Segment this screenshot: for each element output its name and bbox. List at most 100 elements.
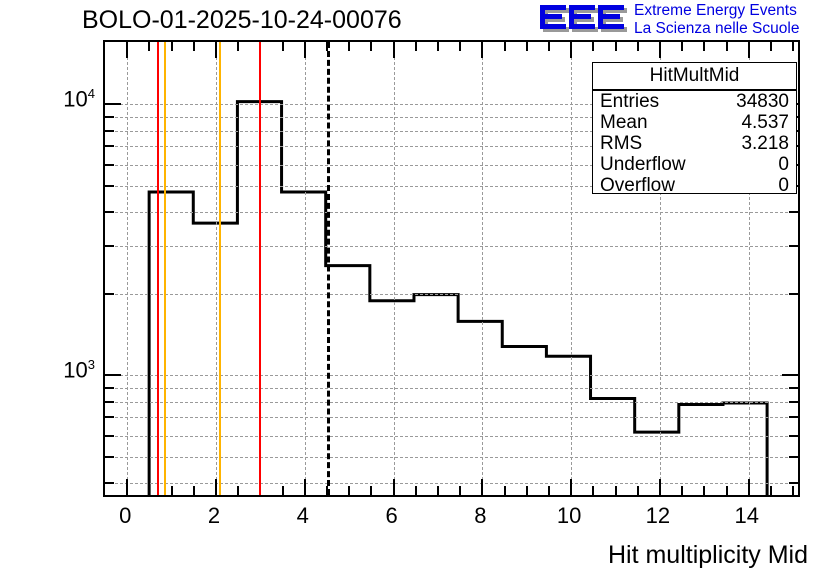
y-axis-tick: [789, 386, 798, 389]
y-axis-tick: [789, 211, 798, 214]
x-axis-tick: [792, 486, 795, 495]
x-axis-tick: [214, 479, 217, 495]
y-axis-tick: [105, 374, 121, 377]
x-gridline: [571, 42, 573, 495]
eee-logo: Extreme Energy Events La Scienza nelle S…: [538, 2, 836, 40]
x-axis-label: 8: [474, 503, 487, 528]
x-axis-tick: [503, 486, 506, 495]
x-axis-tick: [126, 42, 129, 58]
stats-key: Entries: [600, 91, 660, 112]
x-axis-tick: [370, 42, 373, 51]
y-axis-tick: [105, 211, 114, 214]
x-axis-tick: [148, 42, 151, 51]
stats-key: Overflow: [600, 175, 675, 196]
x-axis-label: 10: [556, 503, 582, 528]
x-axis-tick: [481, 479, 484, 495]
stats-value: 0: [778, 175, 789, 196]
x-axis-tick: [414, 486, 417, 495]
histogram-curve: [105, 42, 798, 495]
x-axis-tick: [570, 42, 573, 58]
stats-value: 0: [778, 154, 789, 175]
stats-row: Overflow 0: [593, 175, 796, 196]
y-axis-tick: [105, 400, 114, 403]
x-axis-title: Hit multiplicity Mid: [607, 541, 808, 569]
y-gridline: [105, 164, 798, 166]
y-gridline: [105, 401, 798, 403]
y-gridline: [105, 116, 798, 118]
y-axis-tick: [105, 482, 114, 485]
x-axis-tick: [481, 42, 484, 58]
x-axis-tick: [636, 42, 639, 51]
stats-key: Mean: [600, 112, 648, 133]
y-axis-tick: [105, 185, 114, 188]
marker-line-orange-mid: [218, 42, 221, 495]
y-axis-tick: [105, 292, 114, 295]
y-gridline: [105, 417, 798, 419]
x-axis-tick: [436, 486, 439, 495]
x-axis-tick: [703, 42, 706, 51]
x-axis-tick: [658, 42, 661, 58]
x-axis-tick: [192, 486, 195, 495]
x-axis-tick: [214, 42, 217, 58]
x-axis-tick: [148, 486, 151, 495]
x-axis-label: 2: [207, 503, 221, 528]
y-axis-tick: [105, 245, 114, 248]
y-axis-tick: [105, 456, 114, 459]
y-axis-tick: [105, 416, 114, 419]
x-axis-label: 12: [645, 503, 671, 528]
y-axis-label: 103: [63, 357, 95, 383]
x-axis-tick: [547, 42, 550, 51]
plot-area[interactable]: [105, 42, 798, 495]
x-axis-tick: [237, 486, 240, 495]
y-gridline: [105, 186, 798, 188]
page-title: BOLO-01-2025-10-24-00076: [82, 6, 402, 34]
stats-row: Mean 4.537: [593, 112, 796, 133]
stats-box: HitMultMid Entries 34830 Mean 4.537 RMS 3.218…: [592, 62, 797, 196]
y-axis-tick: [782, 374, 798, 377]
x-axis-tick: [747, 479, 750, 495]
stats-value: 3.218: [741, 133, 789, 154]
x-axis-tick: [592, 42, 595, 51]
y-axis-tick: [789, 456, 798, 459]
x-axis-tick: [681, 486, 684, 495]
x-axis-tick: [392, 479, 395, 495]
x-axis-tick: [614, 42, 617, 51]
x-axis-tick: [614, 486, 617, 495]
stats-row: Underflow 0: [593, 154, 796, 175]
x-axis-tick: [192, 42, 195, 51]
x-axis-tick: [459, 42, 462, 51]
y-gridline: [105, 483, 798, 485]
x-axis-tick: [769, 486, 772, 495]
x-gridline: [127, 42, 129, 495]
x-axis-label: 0: [119, 503, 132, 528]
x-axis-label: 6: [385, 503, 398, 528]
y-gridline: [105, 375, 798, 377]
x-axis-tick: [769, 42, 772, 51]
x-axis-label: 4: [296, 503, 309, 528]
y-axis-tick: [789, 292, 798, 295]
stats-value: 34830: [736, 91, 789, 112]
y-gridline: [105, 146, 798, 148]
y-gridline: [105, 130, 798, 132]
y-axis-tick: [105, 434, 114, 437]
y-axis-label: 104: [63, 86, 95, 112]
x-axis-tick: [126, 479, 129, 495]
y-gridline: [105, 293, 798, 295]
marker-line-red-high: [259, 42, 262, 495]
y-gridline: [105, 212, 798, 214]
x-axis-tick: [237, 42, 240, 51]
x-axis-tick: [658, 479, 661, 495]
y-axis-tick: [789, 400, 798, 403]
x-axis-tick: [414, 42, 417, 51]
eee-logo-line1: Extreme Energy Events: [634, 2, 797, 19]
x-axis-tick: [503, 42, 506, 51]
x-axis-tick: [525, 486, 528, 495]
y-gridline: [105, 246, 798, 248]
marker-line-orange-low: [163, 42, 166, 495]
x-axis-tick: [436, 42, 439, 51]
x-axis-tick: [325, 486, 328, 495]
x-axis-tick: [170, 42, 173, 51]
y-axis-tick: [105, 103, 121, 106]
x-axis-tick: [747, 42, 750, 58]
y-axis-tick: [105, 386, 114, 389]
